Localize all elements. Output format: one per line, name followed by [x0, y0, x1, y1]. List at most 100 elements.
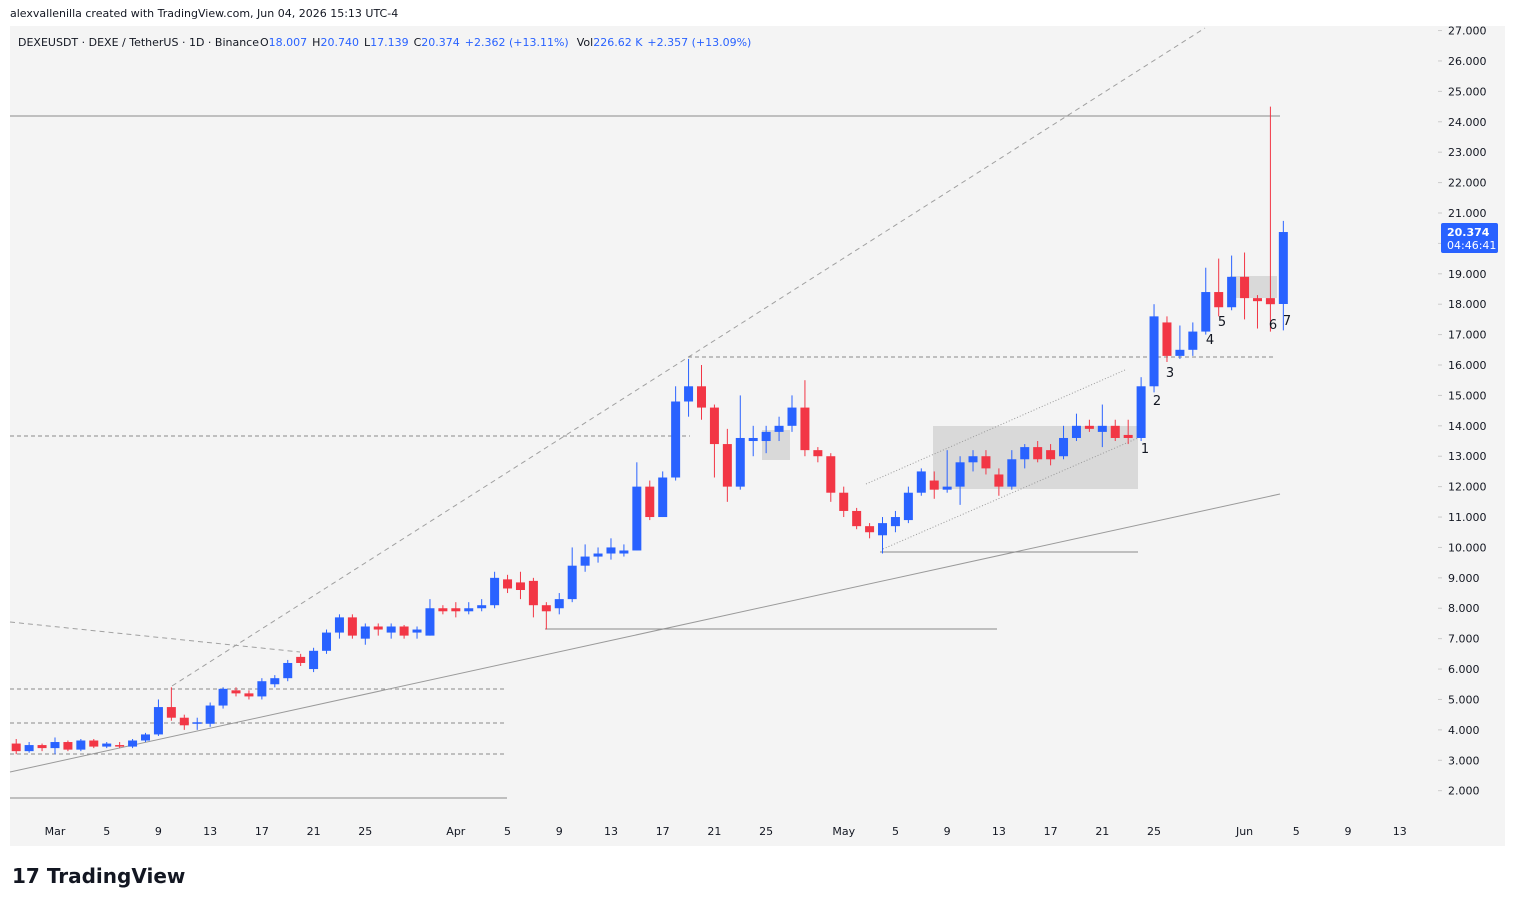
candle-body: [593, 553, 603, 557]
wave-label: 3: [1166, 366, 1174, 381]
legend-key: L: [364, 36, 371, 49]
candle-body: [515, 582, 525, 591]
candle-body: [696, 386, 706, 408]
drawings: [9, 27, 1281, 799]
candle-body: [929, 480, 939, 490]
candle-body: [464, 608, 474, 612]
y-tick-label: 13.000: [1448, 450, 1487, 463]
candle-body: [580, 556, 590, 566]
wave-label: 7: [1283, 314, 1291, 329]
x-tick-label: 9: [556, 825, 563, 838]
legend-change: +2.362 (+13.11%): [465, 36, 569, 49]
candle-body: [1162, 322, 1172, 356]
x-tick-label: 13: [203, 825, 217, 838]
x-tick-label: Mar: [45, 825, 66, 838]
candle-body: [373, 626, 383, 630]
y-tick-label: 21.000: [1448, 207, 1487, 220]
legend-key: H: [312, 36, 320, 49]
candle-body: [774, 425, 784, 432]
logo: 𝟭𝟳 TradingView: [12, 864, 186, 888]
legend-value: 18.007: [269, 36, 308, 49]
x-tick-label: 9: [944, 825, 951, 838]
candle-body: [968, 456, 978, 463]
trend-line: [9, 621, 301, 653]
candle-body: [1240, 276, 1250, 299]
candle-body: [179, 717, 189, 726]
candle-body: [296, 656, 306, 663]
x-tick-label: 9: [155, 825, 162, 838]
candle-body: [1252, 298, 1262, 302]
wave-label: 1: [1141, 442, 1149, 457]
candle-body: [735, 437, 745, 487]
candle-body: [1097, 425, 1107, 432]
y-tick-label: 27.000: [1448, 25, 1487, 38]
legend-value: 20.740: [320, 36, 359, 49]
y-tick-label: 10.000: [1448, 541, 1487, 554]
candle-body: [852, 510, 862, 527]
legend-value: 17.139: [370, 36, 409, 49]
wave-label: 2: [1153, 394, 1161, 409]
y-tick-label: 25.000: [1448, 85, 1487, 98]
x-tick-label: 13: [992, 825, 1006, 838]
candle-body: [994, 474, 1004, 487]
y-tick-label: 7.000: [1448, 633, 1480, 646]
candle-body: [270, 678, 280, 685]
candle-body: [141, 734, 150, 741]
candle-body: [1033, 447, 1043, 460]
candle-body: [425, 608, 435, 636]
channel-line: [865, 369, 1126, 485]
x-tick-label: Apr: [446, 825, 466, 838]
candle-body: [451, 608, 461, 612]
x-tick-label: Jun: [1235, 825, 1253, 838]
candle-body: [50, 742, 60, 749]
y-tick-label: 24.000: [1448, 116, 1487, 129]
candle-body: [1188, 331, 1198, 350]
candle-body: [1007, 459, 1017, 487]
y-tick-label: 15.000: [1448, 389, 1487, 402]
x-tick-label: 17: [1044, 825, 1058, 838]
candle-body: [800, 407, 810, 451]
candle-body: [748, 437, 758, 442]
channel-line: [882, 437, 1139, 550]
candle-body: [813, 450, 823, 457]
x-tick-label: 21: [1095, 825, 1109, 838]
x-tick-label: 5: [504, 825, 511, 838]
x-tick-label: 21: [707, 825, 721, 838]
candle-body: [438, 608, 448, 612]
candle-body: [24, 745, 34, 752]
candle-body: [1084, 425, 1094, 429]
y-tick-label: 6.000: [1448, 663, 1480, 676]
ohlc-legend: O18.007 H20.740 L17.139 C20.374 +2.362 (+13.…: [260, 36, 751, 49]
y-tick-label: 2.000: [1448, 785, 1480, 798]
x-tick-label: 13: [1393, 825, 1407, 838]
candle-body: [102, 743, 112, 747]
x-tick-label: 5: [1293, 825, 1300, 838]
candle-body: [890, 517, 900, 527]
x-tick-label: 21: [307, 825, 321, 838]
y-tick-label: 22.000: [1448, 177, 1487, 190]
candle-body: [11, 743, 21, 752]
candle-body: [192, 722, 202, 724]
candle-body: [166, 707, 176, 718]
candle-body: [632, 486, 642, 551]
y-tick-label: 11.000: [1448, 511, 1487, 524]
legend-vol-key: Vol: [577, 36, 593, 49]
candle-body: [722, 444, 732, 487]
wave-label: 4: [1206, 333, 1214, 348]
candle-body: [554, 599, 564, 609]
x-tick-label: 5: [892, 825, 899, 838]
x-tick-label: 17: [656, 825, 670, 838]
candle-body: [1149, 316, 1159, 387]
y-tick-label: 23.000: [1448, 146, 1487, 159]
countdown-label: 04:46:41: [1447, 239, 1496, 252]
candle-body: [684, 386, 694, 402]
wave-label: 5: [1218, 315, 1226, 330]
candle-body: [528, 580, 538, 606]
y-tick-label: 5.000: [1448, 693, 1480, 706]
candle-body: [1136, 386, 1146, 438]
candle-body: [981, 456, 991, 469]
wave-label: 6: [1269, 318, 1277, 333]
candle-body: [244, 693, 254, 697]
candle-body: [503, 579, 513, 589]
candle-body: [865, 526, 875, 533]
